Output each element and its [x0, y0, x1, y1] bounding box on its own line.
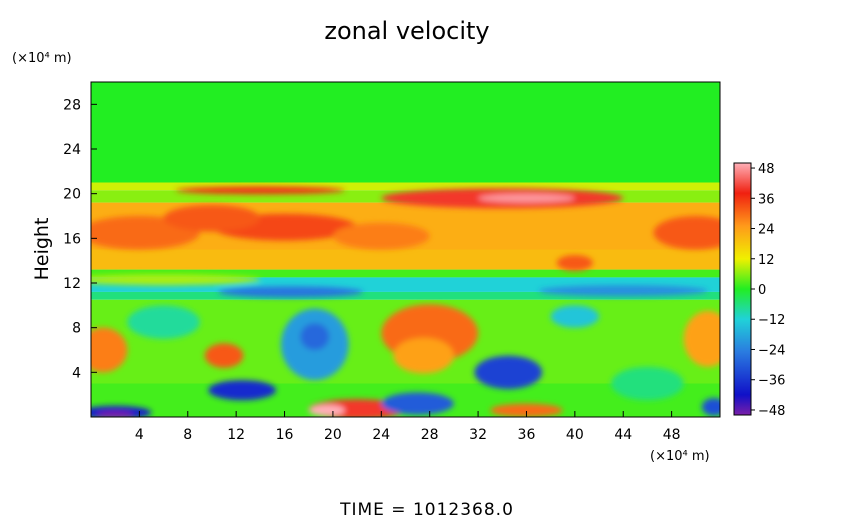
x-tick-label: 16	[276, 427, 294, 443]
heatmap-feature	[127, 305, 200, 339]
chart-title: zonal velocity	[324, 17, 489, 45]
x-axis-ticks: 4 8 12 16 20 24 28 32 36 40 44 48	[135, 411, 681, 443]
heatmap-field	[91, 82, 720, 417]
heatmap-band	[91, 291, 720, 300]
heatmap-feature	[474, 355, 543, 390]
y-tick-label: 4	[72, 365, 81, 381]
plot-frame	[90, 81, 721, 418]
heatmap-feature	[332, 222, 430, 250]
colorbar-tick-label: −36	[758, 374, 785, 389]
colorbar-tick-label: 36	[758, 192, 775, 207]
heatmap-feature	[308, 404, 346, 416]
x-tick-label: 44	[614, 427, 632, 443]
colorbar	[733, 162, 752, 416]
y-tick-label: 16	[63, 231, 81, 247]
heatmap-feature	[478, 193, 575, 203]
x-tick-label: 32	[469, 427, 487, 443]
heatmap-feature	[683, 310, 720, 367]
time-footer: TIME = 1012368.0	[339, 500, 514, 519]
heatmap-band	[91, 82, 720, 183]
x-tick-label: 28	[421, 427, 439, 443]
heatmap-feature	[163, 204, 261, 232]
heatmap-feature	[538, 285, 708, 297]
heatmap-feature	[653, 216, 720, 250]
heatmap-feature	[300, 323, 330, 350]
y-tick-label: 8	[72, 321, 81, 337]
y-axis-label: Height	[31, 218, 53, 281]
heatmap-feature	[556, 255, 593, 271]
heatmap-band	[91, 182, 720, 191]
colorbar-tick-label: 0	[758, 283, 766, 298]
colorbar-tick-label: −48	[758, 404, 785, 419]
x-tick-label: 40	[566, 427, 584, 443]
heatmap-feature	[91, 327, 128, 373]
y-axis-unit: (×10⁴ m)	[12, 51, 72, 66]
heatmap-feature	[208, 380, 277, 401]
heatmap-feature	[204, 343, 244, 368]
x-tick-label: 36	[518, 427, 536, 443]
x-tick-label: 12	[227, 427, 245, 443]
x-tick-label: 4	[135, 427, 144, 443]
y-tick-label: 12	[63, 276, 81, 292]
heatmap-feature	[550, 305, 600, 328]
heatmap-band	[91, 249, 720, 270]
colorbar-tick-label: −12	[758, 313, 785, 328]
y-tick-label: 20	[63, 187, 81, 203]
heatmap-band	[91, 269, 720, 278]
y-axis-ticks: 4 8 12 16 20 24 28	[63, 97, 97, 381]
heatmap-feature	[91, 274, 261, 286]
colorbar-ticks: 48 36 24 12 0 −12 −24 −36 −48	[751, 162, 785, 419]
heatmap-features	[91, 186, 720, 417]
colorbar-tick-label: 24	[758, 223, 775, 238]
x-axis-unit: (×10⁴ m)	[650, 449, 710, 464]
heatmap-feature	[490, 403, 563, 417]
colorbar-tick-label: −24	[758, 343, 785, 358]
x-tick-label: 24	[372, 427, 390, 443]
heatmap-feature	[175, 186, 346, 195]
heatmap-feature	[393, 337, 454, 374]
x-tick-label: 20	[324, 427, 342, 443]
y-tick-label: 28	[63, 97, 81, 113]
heatmap-feature	[611, 366, 684, 401]
x-tick-label: 8	[183, 427, 192, 443]
x-tick-label: 48	[663, 427, 681, 443]
colorbar-tick-label: 48	[758, 162, 775, 177]
heatmap-feature	[218, 286, 364, 298]
heatmap-feature	[97, 411, 134, 417]
heatmap-feature	[381, 392, 454, 415]
y-tick-label: 24	[63, 142, 81, 158]
colorbar-tick-label: 12	[758, 253, 775, 268]
heatmap-feature	[701, 398, 720, 416]
